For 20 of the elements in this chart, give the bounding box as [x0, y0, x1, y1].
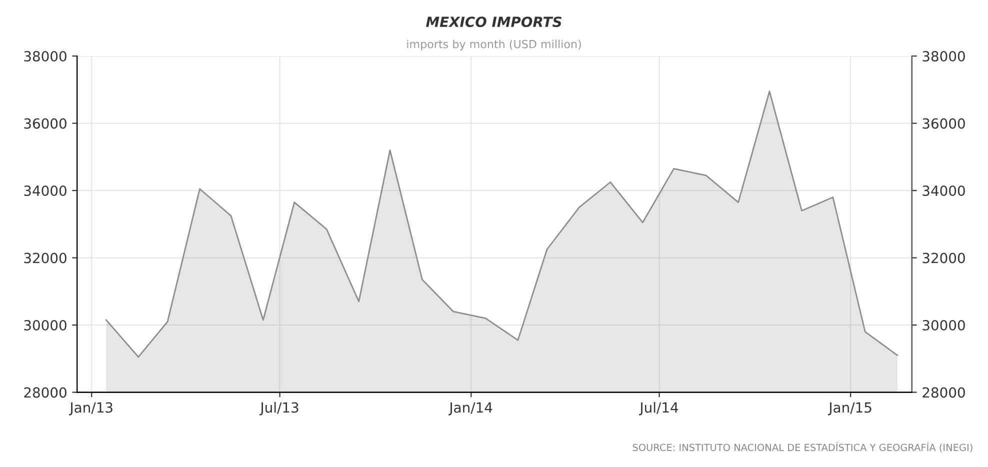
y-tick-label: 34000: [24, 186, 66, 196]
y2-tick-label: 34000: [922, 186, 965, 196]
x-tick-label: Jan/14: [448, 402, 492, 416]
y2-tick-label: 36000: [922, 118, 965, 129]
x-tick-label: Jan/15: [828, 402, 872, 416]
y-tick-label: 28000: [24, 387, 66, 398]
x-tick-label: Jul/14: [639, 402, 678, 416]
chart-subtitle: imports by month (USD million): [407, 40, 581, 50]
chart-title: MEXICO IMPORTS: [426, 16, 562, 28]
y-tick-label: 30000: [24, 320, 66, 331]
y-tick-label: 32000: [24, 252, 66, 264]
y2-tick-label: 30000: [922, 320, 965, 331]
y-tick-label: 38000: [24, 51, 66, 62]
y2-tick-label: 28000: [922, 387, 965, 398]
y2-tick-label: 32000: [922, 252, 965, 264]
x-tick-label: Jul/13: [260, 402, 298, 416]
y-tick-label: 36000: [24, 118, 66, 129]
y2-tick-label: 38000: [922, 51, 965, 62]
source-note: SOURCE: INSTITUTO NACIONAL DE ESTADÍSTICA Y GEOGRAFÍA (INEGI): [632, 442, 972, 452]
x-tick-label: Jan/13: [69, 402, 112, 416]
